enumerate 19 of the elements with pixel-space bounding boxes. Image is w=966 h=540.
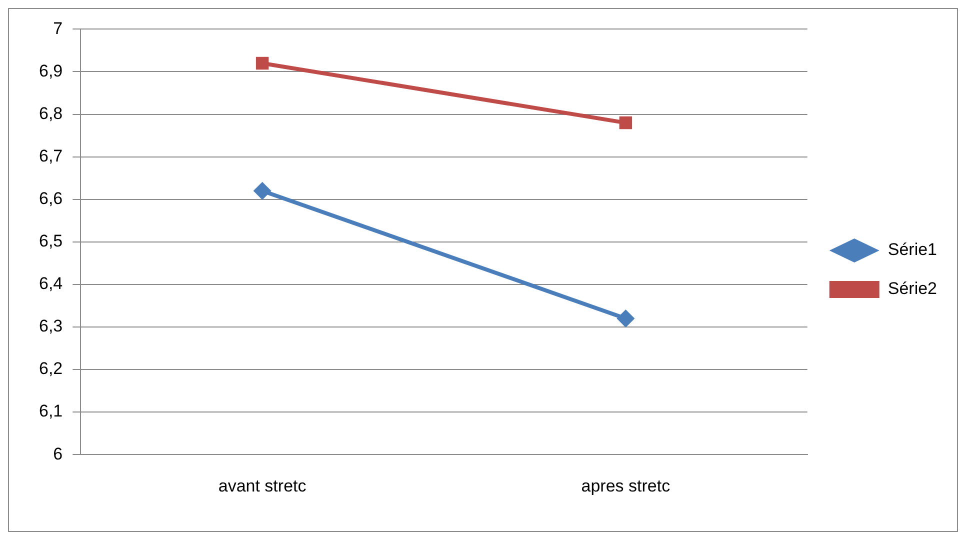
y-tick-label: 7 [53,18,63,38]
x-tick-label: apres stretc [581,476,671,496]
point [253,182,272,200]
point [616,309,635,328]
y-tick-label: 6,5 [38,232,63,251]
y-tick-label: 6,6 [38,189,63,208]
y-tick-label: 6,2 [38,359,63,378]
y-tick-label: 6,3 [38,316,63,336]
y-tick-label: 6,7 [38,146,63,166]
y-tick-label: 6,9 [38,61,63,80]
legend-label: Série2 [888,279,937,298]
y-tick-label: 6,8 [38,104,63,123]
y-tick-label: 6,4 [38,274,63,294]
point [256,56,269,70]
x-tick-label: avant stretc [218,476,307,496]
y-tick-label: 6 [53,444,63,464]
legend-label: Série1 [888,240,937,260]
point [619,116,632,130]
y-tick-label: 6,1 [38,402,63,421]
